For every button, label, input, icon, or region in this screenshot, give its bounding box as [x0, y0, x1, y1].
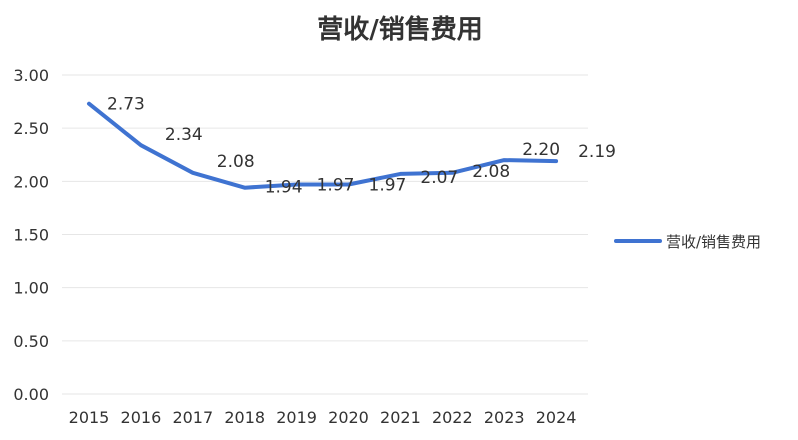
x-tick-label: 2022 — [432, 408, 473, 427]
x-tick-label: 2024 — [536, 408, 577, 427]
data-label: 2.07 — [420, 168, 458, 188]
x-tick-label: 2015 — [69, 408, 110, 427]
x-axis-ticks: 2015 2016 2017 2018 2019 2020 2021 2022 2023 2024 — [69, 408, 577, 427]
x-tick-label: 2020 — [328, 408, 369, 427]
data-label: 2.20 — [522, 140, 560, 160]
y-tick-label: 3.00 — [13, 66, 49, 85]
x-tick-label: 2018 — [224, 408, 265, 427]
x-tick-label: 2021 — [380, 408, 421, 427]
legend-label: 营收/销售费用 — [666, 233, 761, 251]
x-tick-label: 2016 — [121, 408, 162, 427]
chart-title: 营收/销售费用 — [317, 14, 483, 45]
series-line — [87, 101, 559, 190]
data-label: 2.73 — [107, 95, 145, 115]
y-axis-ticks: 0.00 0.50 1.00 1.50 2.00 2.50 3.00 — [13, 66, 49, 404]
data-label: 1.97 — [317, 176, 355, 196]
data-labels: 2.73 2.34 2.08 1.94 1.97 1.97 2.07 2.08 2.20 2.19 — [107, 95, 616, 198]
data-label: 2.19 — [578, 142, 616, 162]
y-tick-label: 1.50 — [13, 226, 49, 245]
x-tick-label: 2019 — [276, 408, 317, 427]
y-tick-label: 2.00 — [13, 172, 49, 191]
y-tick-label: 2.50 — [13, 119, 49, 138]
grid-lines — [62, 74, 588, 395]
y-tick-label: 1.00 — [13, 279, 49, 298]
data-label: 2.08 — [217, 152, 255, 172]
data-label: 1.94 — [265, 178, 303, 198]
data-label: 1.97 — [369, 176, 407, 196]
data-label: 2.08 — [472, 162, 510, 182]
y-tick-label: 0.50 — [13, 332, 49, 351]
data-label: 2.34 — [165, 125, 203, 145]
y-tick-label: 0.00 — [13, 385, 49, 404]
x-tick-label: 2017 — [172, 408, 213, 427]
series-lines — [87, 101, 559, 190]
legend: 营收/销售费用 — [614, 233, 761, 251]
x-tick-label: 2023 — [484, 408, 525, 427]
